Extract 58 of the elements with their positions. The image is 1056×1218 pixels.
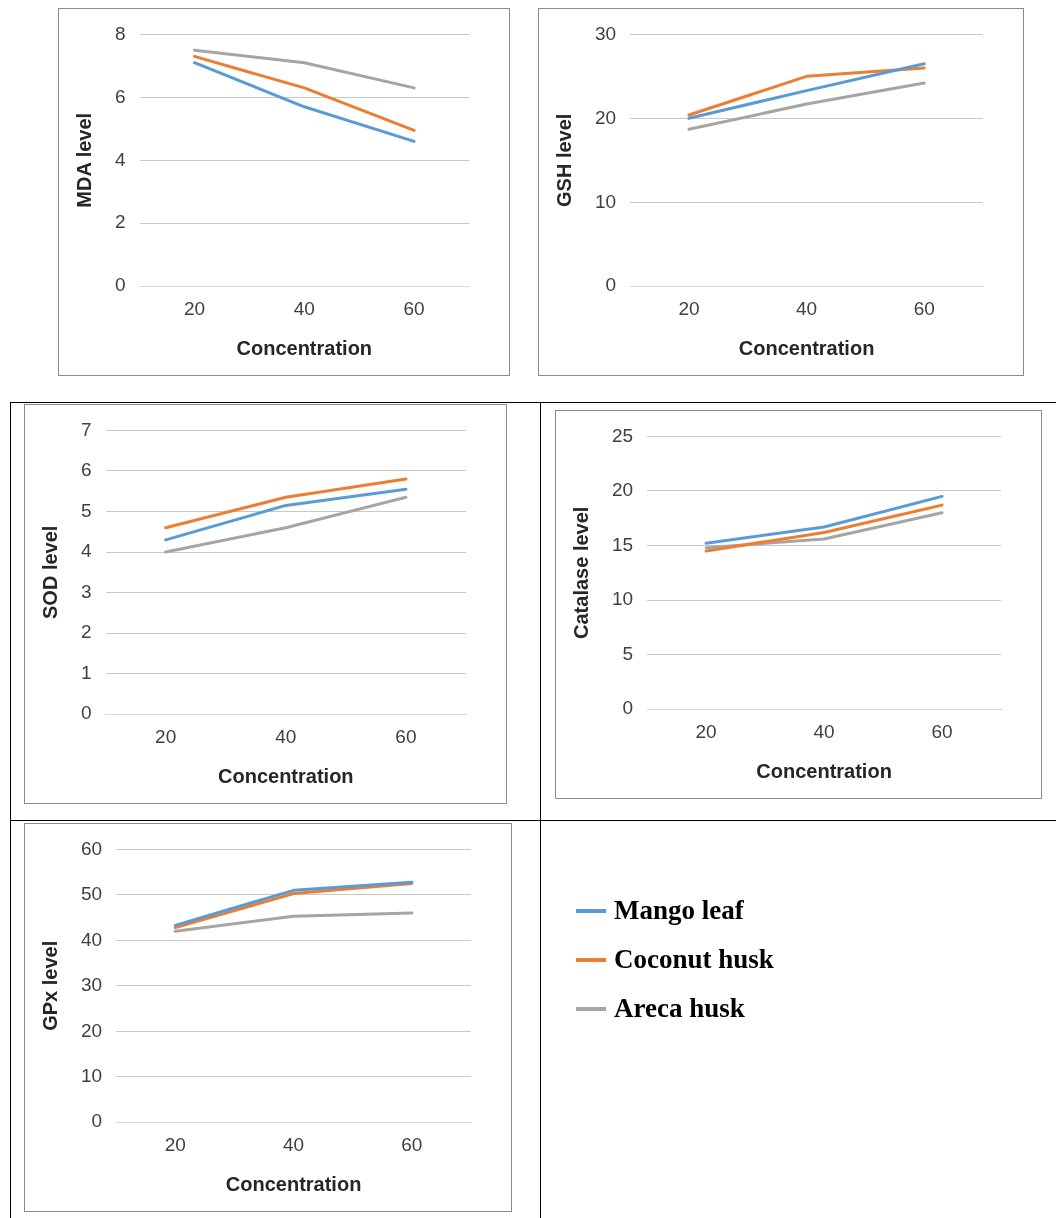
y-tick-label: 0 xyxy=(605,274,617,296)
y-tick-label: 2 xyxy=(80,621,92,643)
y-tick-label: 20 xyxy=(611,479,634,501)
y-tick-label: 1 xyxy=(80,661,92,683)
y-axis-title: GPx level xyxy=(38,940,61,1031)
y-tick-label: 15 xyxy=(611,533,634,555)
y-tick-label: 4 xyxy=(114,148,126,170)
y-tick-label: 0 xyxy=(114,274,126,296)
y-tick-label: 60 xyxy=(80,837,103,859)
y-axis-title: GSH level xyxy=(552,113,575,207)
x-tick-label: 40 xyxy=(283,1133,305,1155)
y-tick-label: 0 xyxy=(80,702,92,724)
x-tick-label: 20 xyxy=(695,720,717,742)
x-axis-title: Concentration xyxy=(738,336,875,359)
y-tick-label: 20 xyxy=(594,106,617,128)
y-tick-label: 40 xyxy=(80,928,103,950)
y-tick-label: 30 xyxy=(80,974,103,996)
legend-label: Mango leaf xyxy=(614,895,744,926)
x-tick-label: 60 xyxy=(395,725,417,747)
x-tick-label: 60 xyxy=(403,297,425,319)
x-tick-label: 60 xyxy=(401,1133,423,1155)
y-tick-label: 10 xyxy=(611,588,634,610)
y-axis-title: MDA level xyxy=(72,112,95,208)
x-axis-title: Concentration xyxy=(218,764,354,787)
x-tick-label: 40 xyxy=(275,725,297,747)
x-tick-label: 60 xyxy=(913,297,935,319)
x-tick-label: 60 xyxy=(931,720,953,742)
x-tick-label: 20 xyxy=(183,297,206,319)
y-tick-label: 5 xyxy=(622,642,634,664)
y-tick-label: 20 xyxy=(80,1019,103,1041)
y-tick-label: 30 xyxy=(594,22,617,44)
y-tick-label: 5 xyxy=(80,499,92,521)
y-tick-label: 10 xyxy=(594,190,617,212)
y-tick-label: 0 xyxy=(91,1110,103,1132)
y-axis-title: Catalase level xyxy=(569,506,592,639)
y-tick-label: 0 xyxy=(622,697,634,719)
y-tick-label: 50 xyxy=(80,883,103,905)
x-axis-title: Concentration xyxy=(756,759,892,782)
x-tick-label: 40 xyxy=(796,297,818,319)
y-tick-label: 2 xyxy=(114,211,126,233)
x-tick-label: 20 xyxy=(155,725,177,747)
x-tick-label: 20 xyxy=(678,297,700,319)
y-tick-label: 6 xyxy=(114,85,126,107)
y-tick-label: 6 xyxy=(80,459,92,481)
legend-label: Coconut husk xyxy=(614,944,774,975)
y-tick-label: 7 xyxy=(80,418,92,440)
x-tick-label: 40 xyxy=(293,297,315,319)
y-tick-label: 10 xyxy=(80,1064,103,1086)
y-tick-label: 8 xyxy=(114,22,126,44)
x-tick-label: 40 xyxy=(813,720,835,742)
y-axis-title: SOD level xyxy=(38,525,61,619)
x-tick-label: 20 xyxy=(164,1133,186,1155)
y-tick-label: 3 xyxy=(80,580,92,602)
x-axis-title: Concentration xyxy=(236,336,373,359)
legend-label: Areca husk xyxy=(614,993,745,1024)
y-tick-label: 4 xyxy=(80,540,92,562)
y-tick-label: 25 xyxy=(611,424,634,446)
x-axis-title: Concentration xyxy=(225,1172,362,1195)
